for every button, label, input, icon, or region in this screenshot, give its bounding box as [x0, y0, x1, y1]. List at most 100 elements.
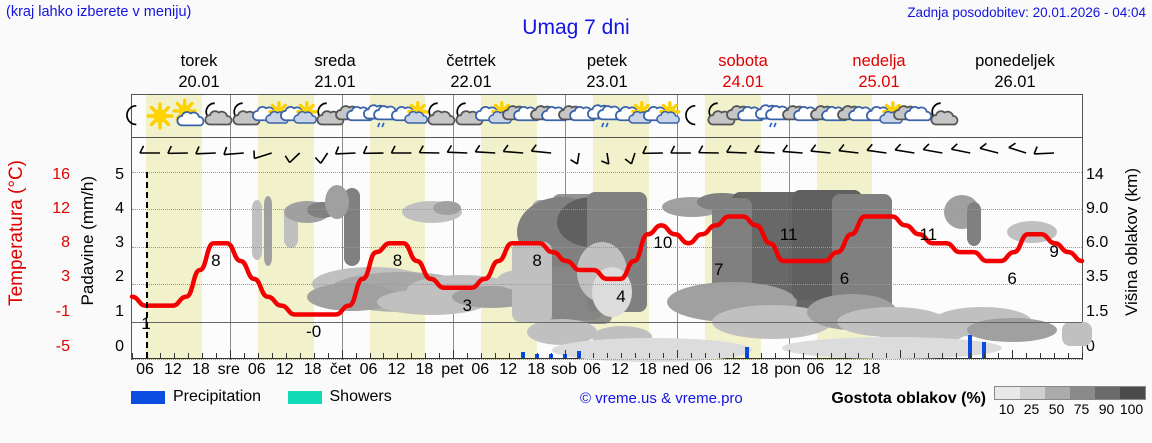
x-tick [132, 353, 133, 358]
cloud-density-tick-90: 90 [1098, 401, 1115, 417]
cloud-density-tick-100: 100 [1119, 401, 1144, 417]
location-hint: (kraj lahko izberete v meniju) [6, 4, 192, 20]
cloud-density-swatch [1120, 387, 1145, 399]
x-tick [411, 353, 413, 358]
x-tick [970, 353, 972, 358]
x-tick [257, 353, 259, 358]
weather-icon-moon-cloud [199, 99, 233, 133]
cloud-height-tick-9.0: 9.0 [1086, 200, 1109, 217]
x-axis-label-06: 06 [136, 361, 154, 378]
x-axis-label-06: 06 [806, 361, 825, 378]
day-date: 20.01 [178, 73, 220, 91]
day-date: 22.01 [450, 73, 492, 91]
cloud-density-legend: Gostota oblakov (%) 10 25 50 75 90 100 [831, 386, 1146, 417]
x-tick [327, 353, 329, 358]
x-tick [704, 353, 706, 358]
x-tick [690, 353, 692, 358]
x-tick [648, 353, 650, 358]
precipitation-tick-1: 1 [115, 303, 124, 320]
day-separator [341, 94, 343, 360]
current-time-line [146, 172, 148, 358]
x-tick [676, 350, 678, 358]
temperature-line [129, 214, 1085, 317]
day-name: petek [586, 52, 628, 70]
x-tick [467, 353, 469, 358]
temperature-label: 9 [1049, 242, 1059, 262]
x-tick [942, 353, 944, 358]
day-date: 24.01 [722, 73, 764, 91]
x-tick [718, 353, 720, 358]
weather-icon-cloud-sun [391, 99, 429, 133]
temperature-label: 8 [532, 251, 542, 271]
x-tick [760, 353, 762, 358]
x-axis-label-sob: sob [551, 361, 577, 378]
cloud-density-swatch [1045, 387, 1070, 399]
x-tick [537, 353, 539, 358]
weather-icon-cloud-rain [587, 99, 626, 133]
x-tick [1082, 353, 1083, 358]
cloud-height-tick-1.5: 1.5 [1086, 303, 1109, 320]
precipitation-tick-0: 0 [115, 338, 124, 355]
cloud-density-tick-50: 50 [1048, 401, 1065, 417]
day-header-ponedeljek: ponedeljek 26.01 [947, 50, 1083, 94]
weather-icon-cloud-rain [363, 99, 402, 133]
weather-icon-cloud-sun [279, 99, 318, 133]
daylight-band [369, 94, 426, 360]
x-tick [607, 353, 608, 358]
x-tick [634, 353, 636, 358]
x-tick [872, 353, 874, 358]
gridline [132, 172, 1082, 173]
x-axis-label-06: 06 [247, 361, 266, 378]
x-tick [732, 353, 734, 358]
temperature-label: -0 [306, 322, 322, 342]
day-date: 21.01 [314, 73, 356, 91]
weather-icon-row [126, 94, 1082, 138]
precipitation-tick-3: 3 [115, 234, 124, 251]
gridline [132, 284, 1082, 285]
legend-item-precipitation: Precipitation [131, 388, 261, 406]
cloud-height-tick-3.5: 3.5 [1086, 268, 1109, 285]
cloud-height-tick-0: 0 [1086, 338, 1095, 355]
temperature-label: 10 [653, 233, 673, 253]
day-separator [676, 94, 678, 360]
weather-icon-moon-cloud [422, 99, 456, 133]
x-axis-label-sre: sre [217, 361, 240, 378]
weather-icon-sun-cloud [171, 98, 205, 133]
temperature-tick-3: 3 [61, 268, 70, 285]
x-axis-label-12: 12 [722, 361, 741, 378]
legend-label-precipitation: Precipitation [173, 388, 262, 405]
temperature-label: 3 [462, 295, 473, 315]
x-tick [439, 353, 441, 358]
x-tick [495, 353, 497, 358]
x-axis-tick-marks [132, 350, 1083, 358]
x-tick [509, 353, 511, 358]
temperature-label: 11 [919, 224, 938, 244]
x-tick [355, 353, 357, 358]
cloud-density-swatch [1095, 387, 1120, 399]
x-tick [802, 353, 804, 358]
day-header-sobota: sobota 24.01 [675, 50, 811, 94]
day-name: ponedeljek [975, 52, 1055, 70]
gridline [132, 322, 1082, 323]
x-tick [830, 353, 832, 358]
temperature-label: 7 [714, 260, 724, 280]
x-axis-label-18: 18 [862, 361, 881, 378]
x-tick [1068, 353, 1070, 358]
wind-barb-row [132, 139, 1082, 172]
weather-icon-cloud [893, 99, 933, 133]
wind-barbs [139, 142, 1055, 165]
x-tick [565, 350, 567, 358]
day-header-četrtek: četrtek 22.01 [403, 50, 539, 94]
day-separator [453, 94, 455, 360]
x-tick [369, 353, 371, 358]
x-axis-label-06: 06 [471, 361, 490, 378]
x-tick [383, 353, 385, 358]
showers-swatch [287, 390, 322, 404]
x-tick [1040, 353, 1042, 358]
x-tick [271, 353, 273, 358]
cloud-density-swatch [1070, 387, 1095, 399]
day-header-petek: petek 23.01 [539, 50, 675, 94]
cloud-height-tick-14: 14 [1086, 166, 1104, 183]
x-axis-label-18: 18 [639, 361, 657, 378]
x-tick [313, 353, 315, 358]
